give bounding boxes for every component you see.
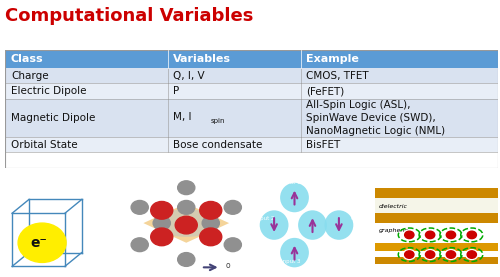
Circle shape (403, 230, 415, 240)
Circle shape (224, 238, 242, 252)
Ellipse shape (280, 238, 309, 267)
Circle shape (224, 201, 242, 214)
Ellipse shape (260, 210, 288, 240)
Text: Input 1: Input 1 (281, 180, 300, 185)
Circle shape (445, 250, 457, 260)
Circle shape (131, 201, 148, 214)
FancyBboxPatch shape (5, 99, 498, 137)
Circle shape (466, 230, 478, 240)
Circle shape (200, 201, 222, 219)
Circle shape (175, 216, 198, 234)
Ellipse shape (152, 209, 220, 237)
Text: Q, I, V: Q, I, V (174, 71, 205, 81)
Text: Output: Output (351, 216, 370, 221)
Circle shape (466, 250, 478, 260)
Text: Magnetic Dipole: Magnetic Dipole (11, 113, 96, 123)
FancyBboxPatch shape (375, 198, 498, 213)
Circle shape (200, 228, 222, 246)
FancyBboxPatch shape (5, 83, 498, 99)
Circle shape (467, 231, 476, 238)
Text: (FeFET): (FeFET) (306, 86, 344, 96)
Text: Variables: Variables (174, 54, 232, 64)
Circle shape (467, 251, 476, 258)
Circle shape (150, 201, 173, 219)
Text: Bose condensate: Bose condensate (174, 140, 263, 150)
Circle shape (202, 216, 220, 230)
Text: o: o (226, 261, 230, 270)
FancyBboxPatch shape (375, 213, 498, 223)
Text: Charge: Charge (11, 71, 49, 81)
Text: Input 3: Input 3 (281, 259, 300, 264)
Circle shape (404, 251, 414, 258)
Text: P: P (174, 86, 180, 96)
Circle shape (446, 251, 456, 258)
Circle shape (150, 228, 173, 246)
FancyBboxPatch shape (375, 257, 498, 264)
Text: CMOS, TFET: CMOS, TFET (306, 71, 369, 81)
Circle shape (403, 250, 415, 260)
Text: BisFET: BisFET (306, 140, 340, 150)
Text: dielectric: dielectric (378, 204, 408, 209)
Circle shape (178, 181, 195, 194)
Circle shape (404, 231, 414, 238)
Text: Example: Example (306, 54, 360, 64)
FancyBboxPatch shape (5, 50, 498, 68)
Circle shape (445, 230, 457, 240)
Text: spin: spin (211, 118, 226, 124)
Ellipse shape (298, 210, 327, 240)
Circle shape (131, 238, 148, 252)
Text: Input 2: Input 2 (254, 216, 274, 221)
FancyBboxPatch shape (5, 68, 498, 83)
Text: Orbital State: Orbital State (11, 140, 78, 150)
FancyBboxPatch shape (375, 188, 498, 198)
Circle shape (446, 231, 456, 238)
Polygon shape (144, 203, 229, 243)
Circle shape (153, 216, 170, 230)
Circle shape (424, 230, 436, 240)
Circle shape (178, 201, 195, 214)
Text: All-Spin Logic (ASL),
SpinWave Device (SWD),
NanoMagnetic Logic (NML): All-Spin Logic (ASL), SpinWave Device (S… (306, 100, 446, 136)
FancyBboxPatch shape (5, 137, 498, 152)
FancyBboxPatch shape (375, 243, 498, 251)
Circle shape (424, 250, 436, 260)
Text: M, I: M, I (174, 112, 192, 122)
Text: Electric Dipole: Electric Dipole (11, 86, 86, 96)
Circle shape (18, 223, 66, 262)
Text: graphene: graphene (378, 229, 409, 234)
Circle shape (426, 251, 435, 258)
Ellipse shape (324, 210, 354, 240)
Text: Class: Class (11, 54, 44, 64)
Text: Computational Variables: Computational Variables (5, 7, 254, 25)
Circle shape (426, 231, 435, 238)
Ellipse shape (280, 183, 309, 212)
Circle shape (178, 253, 195, 266)
Text: e⁻: e⁻ (30, 236, 47, 250)
